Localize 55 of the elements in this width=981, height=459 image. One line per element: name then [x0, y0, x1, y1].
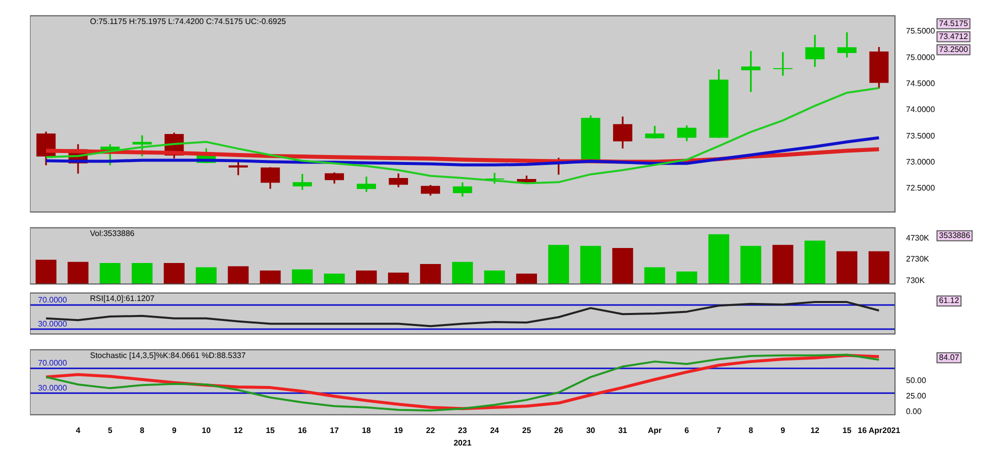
x-tick-label: 7	[716, 426, 722, 435]
x-tick-label: 8	[140, 426, 145, 435]
text: 73.2500	[939, 45, 968, 54]
chart-title: RSI[14,0]:61.1207	[90, 294, 156, 304]
y-tick-label: 50.00	[906, 376, 927, 385]
x-tick-label: 16 Apr2021	[858, 426, 901, 435]
x-tick-label: 26	[554, 426, 564, 435]
x-tick-label: 15	[266, 426, 276, 435]
x-tick-label: 9	[780, 426, 786, 435]
chart-title: Stochastic [14,3,5]%K:84.0661 %D:88.5337	[90, 351, 246, 360]
x-tick-label: 9	[172, 426, 177, 435]
y-tick-label: 73.0000	[906, 158, 936, 166]
x-tick-label: 30	[586, 426, 596, 435]
x-tick-label: 8	[748, 426, 754, 435]
y-tick-label: 2730K	[906, 254, 930, 264]
x-tick-label: 31	[618, 426, 628, 435]
y-tick-label: 25.00	[906, 391, 927, 400]
y-tick-label: 74.0000	[906, 105, 936, 114]
chart-title: O:75.1175 H:75.1975 L:74.4200 C:74.5175 UC:-0.6925	[90, 17, 287, 26]
y-tick-label: 4730K	[906, 233, 930, 242]
x-tick-label: Apr	[648, 426, 662, 435]
x-tick-label: 17	[330, 426, 340, 435]
ref-line-label: 70.0000	[38, 295, 68, 304]
y-tick-label: 730K	[906, 276, 926, 286]
text: 84.07	[939, 353, 960, 362]
x-tick-label: 12	[234, 426, 244, 435]
text: 3533886	[939, 231, 971, 240]
x-tick-label: 6	[684, 426, 690, 435]
y-tick-label: 73.5000	[906, 131, 936, 140]
y-tick-label: 74.5000	[906, 79, 936, 88]
text: 61.12	[939, 296, 960, 306]
x-tick-label: 16	[298, 426, 308, 435]
ref-line-label: 70.0000	[38, 358, 68, 368]
x-tick-label: 23	[458, 426, 468, 435]
chart-title: Vol:3533886	[90, 229, 136, 238]
y-tick-label: 72.5000	[906, 184, 936, 193]
y-tick-label: 0.00	[906, 406, 922, 416]
x-tick-label: 12	[810, 426, 820, 435]
x-tick-label: 18	[362, 426, 372, 435]
x-tick-label: 25	[522, 426, 532, 435]
x-tick-label: 5	[108, 426, 113, 435]
x-tick-label: 15	[842, 426, 852, 435]
y-tick-label: 75.5000	[906, 26, 936, 36]
ref-line-label: 30.0000	[38, 319, 68, 328]
ref-line-label: 30.0000	[38, 383, 68, 392]
x-tick-label: 10	[202, 426, 212, 435]
text: 73.4712	[939, 32, 968, 42]
y-tick-label: 75.0000	[906, 52, 936, 62]
x-tick-label: 22	[426, 426, 436, 435]
x-tick-label: 19	[394, 426, 404, 435]
x-axis-title: 2021	[454, 438, 472, 448]
x-tick-label: 4	[76, 426, 81, 435]
candlestick	[837, 32, 857, 58]
text: 74.5175	[939, 19, 968, 28]
x-tick-label: 24	[490, 426, 500, 435]
